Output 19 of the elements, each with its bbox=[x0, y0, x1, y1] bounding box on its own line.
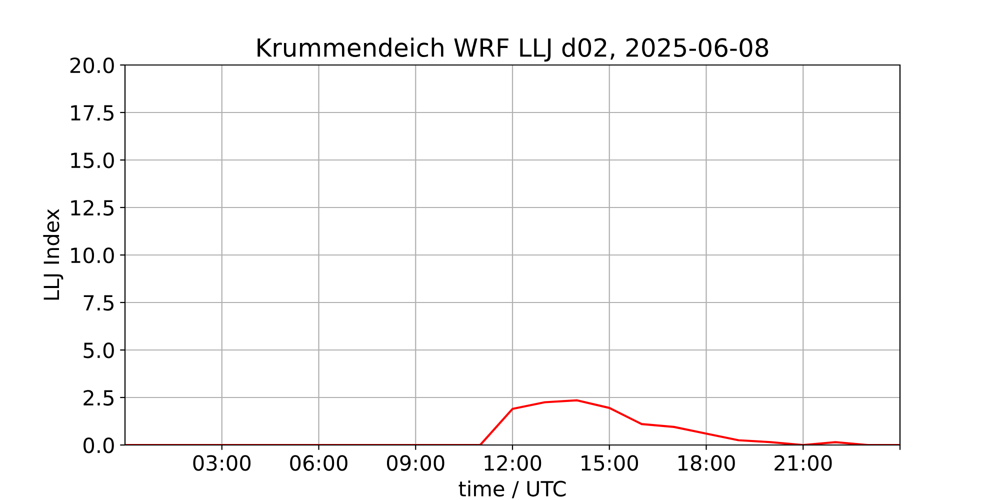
x-tick-label: 09:00 bbox=[386, 455, 444, 471]
y-tick-label: 12.5 bbox=[71, 200, 114, 216]
y-tick-label: 2.5 bbox=[84, 390, 114, 406]
y-tick-label: 17.5 bbox=[71, 105, 114, 121]
y-tick-label: 0.0 bbox=[84, 437, 114, 454]
y-tick-label: 20.0 bbox=[70, 57, 114, 74]
chart-title: Krummendeich WRF LLJ d02, 2025-06-08 bbox=[258, 38, 768, 62]
x-tick-label: 21:00 bbox=[774, 455, 832, 471]
x-tick-label: 12:00 bbox=[484, 455, 542, 471]
x-tick-label: 06:00 bbox=[290, 455, 348, 471]
x-tick-label: 18:00 bbox=[678, 455, 735, 471]
x-tick-label: 03:00 bbox=[193, 455, 251, 471]
y-tick-label: 5.0 bbox=[84, 342, 114, 358]
y-tick-label: 10.0 bbox=[71, 247, 114, 264]
y-axis-title: LLJ Index bbox=[43, 209, 64, 300]
y-tick-label: 15.0 bbox=[71, 152, 114, 168]
x-axis-title: time / UTC bbox=[458, 480, 566, 498]
x-tick-label: 15:00 bbox=[582, 455, 638, 471]
y-tick-label: 7.5 bbox=[84, 295, 114, 311]
